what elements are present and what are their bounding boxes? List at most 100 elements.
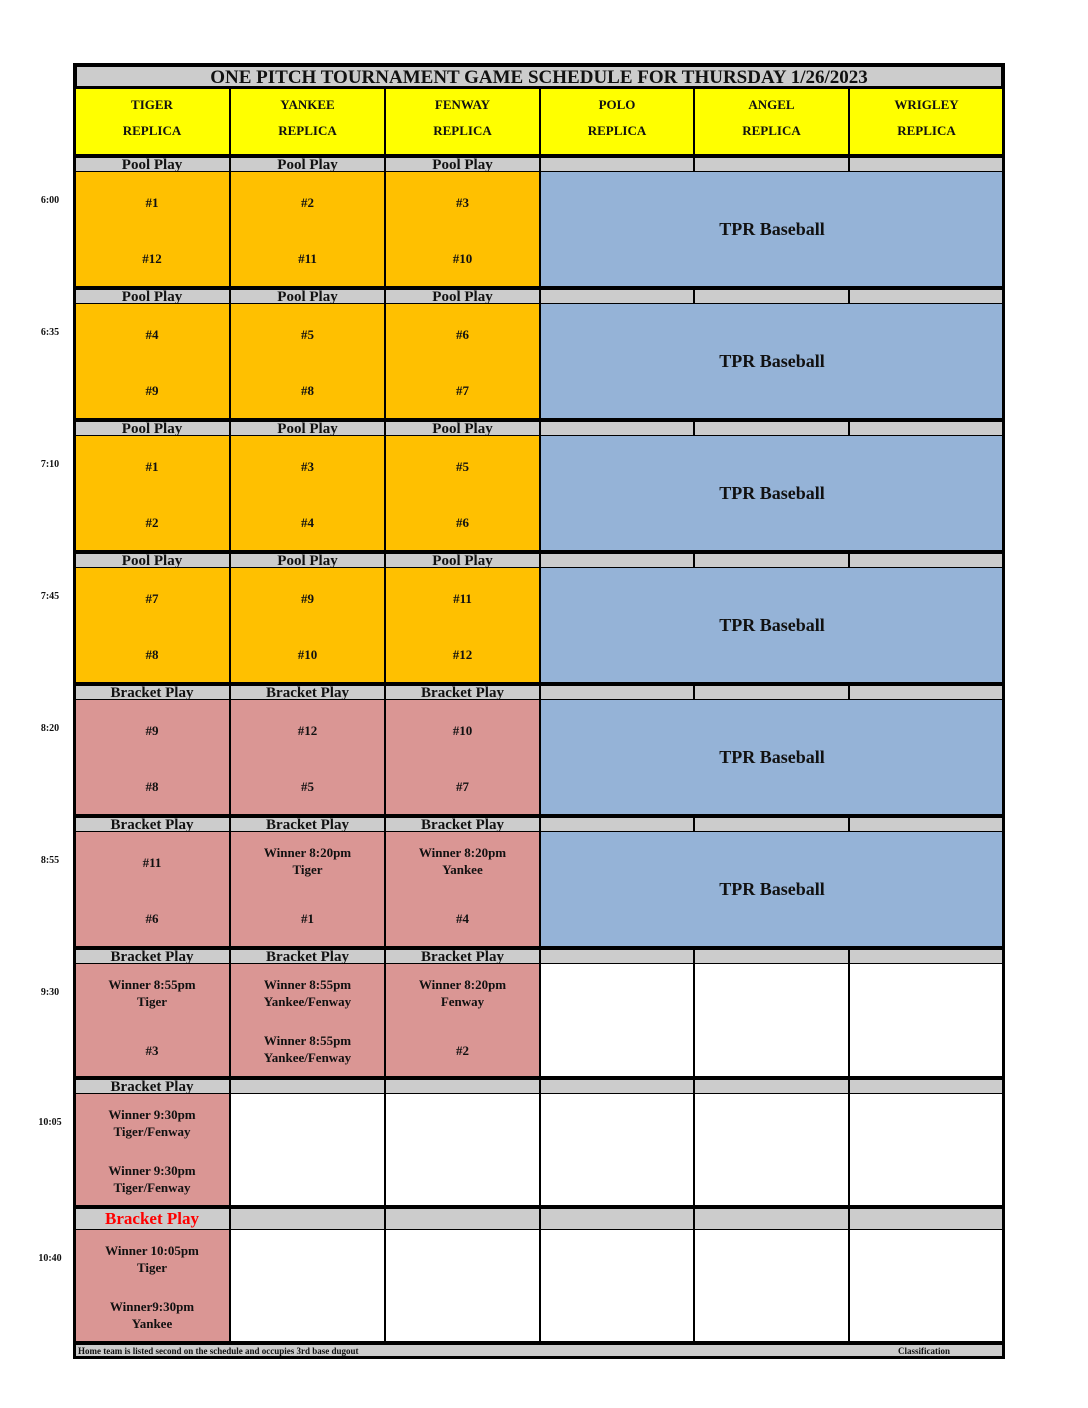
play-type-label (849, 287, 1004, 304)
home-team: #1 (301, 911, 314, 926)
game-cell: #10 #7 (385, 699, 540, 815)
empty-cell (694, 1093, 849, 1206)
field-name: FENWAY (434, 97, 491, 112)
game-cell: #2 #11 (230, 171, 385, 287)
game-cell: #6 #7 (385, 303, 540, 419)
tpr-baseball-block: TPR Baseball (540, 303, 1004, 419)
tpr-baseball-block: TPR Baseball (540, 831, 1004, 947)
field-name: POLO (598, 97, 636, 112)
game-cell: #5 #8 (230, 303, 385, 419)
play-type-label: Bracket Play (74, 947, 230, 964)
time-slot: 8:55 (40, 855, 60, 866)
play-type-label (694, 155, 849, 172)
empty-cell (230, 1093, 385, 1206)
play-type-label (540, 1077, 694, 1094)
away-team: Winner 9:30pm Tiger/Fenway (108, 1107, 196, 1139)
empty-cell (540, 1093, 694, 1206)
field-header: YANKEE REPLICA (230, 88, 385, 155)
game-cell: Winner 10:05pm Tiger Winner9:30pm Yankee (74, 1229, 230, 1342)
play-type-label (230, 1206, 385, 1230)
home-team: #2 (145, 515, 159, 530)
play-type-label (230, 1077, 385, 1094)
home-team: #6 (145, 911, 159, 926)
field-header: FENWAY REPLICA (385, 88, 540, 155)
empty-cell (540, 963, 694, 1077)
play-type-label: Pool Play (230, 155, 385, 172)
tpr-baseball-block: TPR Baseball (540, 435, 1004, 551)
home-team: Winner 9:30pm Tiger/Fenway (108, 1163, 196, 1195)
play-type-label: Pool Play (230, 287, 385, 304)
home-team: #7 (456, 779, 469, 794)
game-cell: #1 #2 (74, 435, 230, 551)
away-team: #5 (456, 459, 469, 474)
home-team: #11 (298, 251, 317, 266)
away-team: Winner 8:20pm Yankee (418, 845, 507, 877)
time-slot: 9:30 (40, 987, 60, 998)
play-type-label: Pool Play (230, 551, 385, 568)
game-cell: #3 #4 (230, 435, 385, 551)
field-type: REPLICA (897, 123, 956, 138)
play-type-label (694, 419, 849, 436)
home-team: #12 (142, 251, 162, 266)
game-cell: Winner 9:30pm Tiger/Fenway Winner 9:30pm … (74, 1093, 230, 1206)
play-type-label: Bracket Play (385, 683, 540, 700)
play-type-label (540, 287, 694, 304)
game-cell: #9 #10 (230, 567, 385, 683)
tpr-baseball-block: TPR Baseball (540, 699, 1004, 815)
play-type-label (694, 551, 849, 568)
game-cell: #5 #6 (385, 435, 540, 551)
play-type-label: Bracket Play (230, 683, 385, 700)
away-team: #11 (142, 855, 162, 870)
field-type: REPLICA (433, 123, 492, 138)
field-type: REPLICA (278, 123, 337, 138)
away-team: #9 (301, 591, 314, 606)
game-cell: Winner 8:55pm Tiger #3 (74, 963, 230, 1077)
time-slot: 8:20 (40, 723, 60, 734)
time-slot: 7:45 (40, 591, 60, 602)
away-team: #1 (145, 195, 159, 210)
away-team: #9 (145, 723, 159, 738)
play-type-label (540, 551, 694, 568)
away-team: #10 (452, 723, 473, 738)
field-name: WRIGLEY (894, 97, 959, 112)
empty-cell (849, 963, 1004, 1077)
field-header: TIGER REPLICA (74, 88, 230, 155)
home-team: #8 (145, 647, 159, 662)
play-type-label: Pool Play (385, 155, 540, 172)
play-type-label (849, 551, 1004, 568)
empty-cell (230, 1229, 385, 1342)
home-team: #5 (301, 779, 314, 794)
away-team: #6 (456, 327, 469, 342)
field-type: REPLICA (122, 123, 182, 138)
play-type-label: Bracket Play (74, 683, 230, 700)
home-team: #2 (456, 1043, 469, 1058)
home-team: #7 (456, 383, 469, 398)
game-cell: #7 #8 (74, 567, 230, 683)
away-team: #7 (145, 591, 159, 606)
time-slot: 7:10 (40, 459, 60, 470)
play-type-label (385, 1206, 540, 1230)
play-type-label (540, 155, 694, 172)
away-team: #3 (456, 195, 469, 210)
away-team: Winner 10:05pm Tiger (105, 1243, 199, 1275)
home-team: Winner 8:55pm Yankee/Fenway (263, 1033, 352, 1065)
game-cell: #12 #5 (230, 699, 385, 815)
field-header: WRIGLEY REPLICA (849, 88, 1004, 155)
game-cell: #3 #10 (385, 171, 540, 287)
footer: Home team is listed second on the schedu… (74, 1342, 1004, 1358)
play-type-label: Pool Play (385, 287, 540, 304)
play-type-label: Bracket Play (230, 947, 385, 964)
play-type-label: Bracket Play (74, 1206, 230, 1230)
play-type-label: Pool Play (385, 551, 540, 568)
play-type-label (540, 683, 694, 700)
play-type-label (694, 683, 849, 700)
time-slot: 10:05 (38, 1117, 62, 1128)
field-type: REPLICA (742, 123, 801, 138)
home-team: #4 (456, 911, 469, 926)
play-type-label: Pool Play (74, 551, 230, 568)
away-team: Winner 8:55pm Yankee/Fenway (263, 977, 352, 1009)
play-type-label (849, 947, 1004, 964)
time-slot: 10:40 (38, 1253, 62, 1264)
away-team: #4 (145, 327, 159, 342)
play-type-label (849, 1077, 1004, 1094)
